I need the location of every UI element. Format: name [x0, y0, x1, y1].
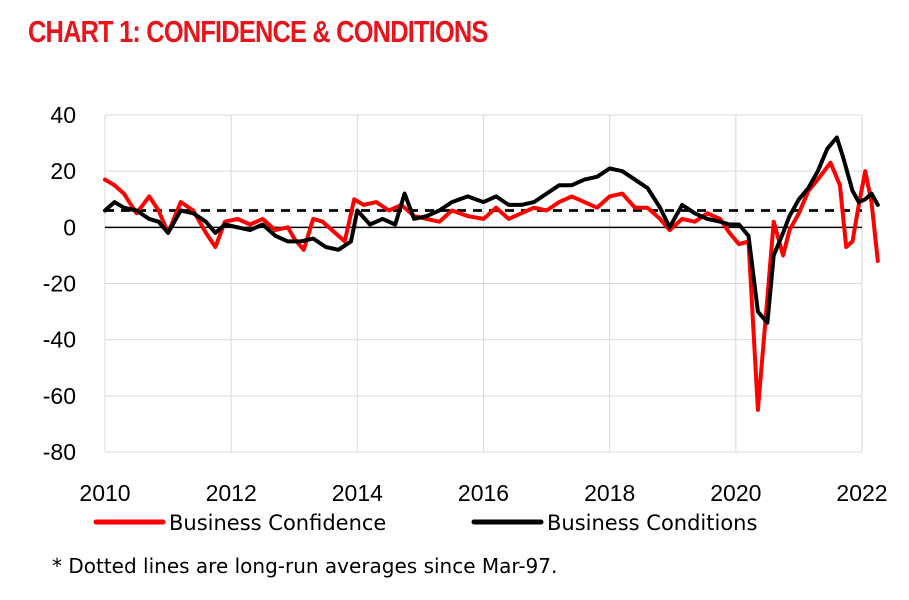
- y-tick-label: 40: [50, 102, 76, 128]
- series-line-business-conditions: [103, 135, 880, 325]
- y-tick-label: -20: [43, 271, 76, 297]
- y-tick-label: 20: [50, 158, 76, 184]
- footnote: * Dotted lines are long-run averages sin…: [52, 554, 558, 578]
- legend-label: Business Confidence: [169, 511, 386, 535]
- y-axis-ticks: 40 20 0 -20 -40 -60 -80: [43, 102, 76, 465]
- series-lines: [103, 135, 880, 412]
- x-tick-label: 2022: [836, 480, 887, 506]
- y-tick-label: 0: [63, 214, 76, 240]
- y-tick-label: -80: [43, 439, 76, 465]
- legend-label: Business Conditions: [547, 511, 757, 535]
- x-tick-label: 2020: [710, 480, 761, 506]
- y-tick-label: -40: [43, 327, 76, 353]
- x-tick-label: 2018: [584, 480, 635, 506]
- x-axis-ticks: 2010 2012 2014 2016 2018 2020 2022: [79, 480, 887, 506]
- series-line-business-confidence: [103, 160, 880, 412]
- x-tick-label: 2012: [206, 480, 257, 506]
- x-tick-label: 2016: [458, 480, 509, 506]
- x-tick-label: 2010: [79, 480, 130, 506]
- gridlines: [104, 114, 863, 453]
- legend: Business Confidence Business Conditions: [93, 511, 757, 535]
- chart-title: CHART 1: CONFIDENCE & CONDITIONS: [28, 14, 488, 49]
- y-tick-label: -60: [43, 383, 76, 409]
- x-tick-label: 2014: [332, 480, 383, 506]
